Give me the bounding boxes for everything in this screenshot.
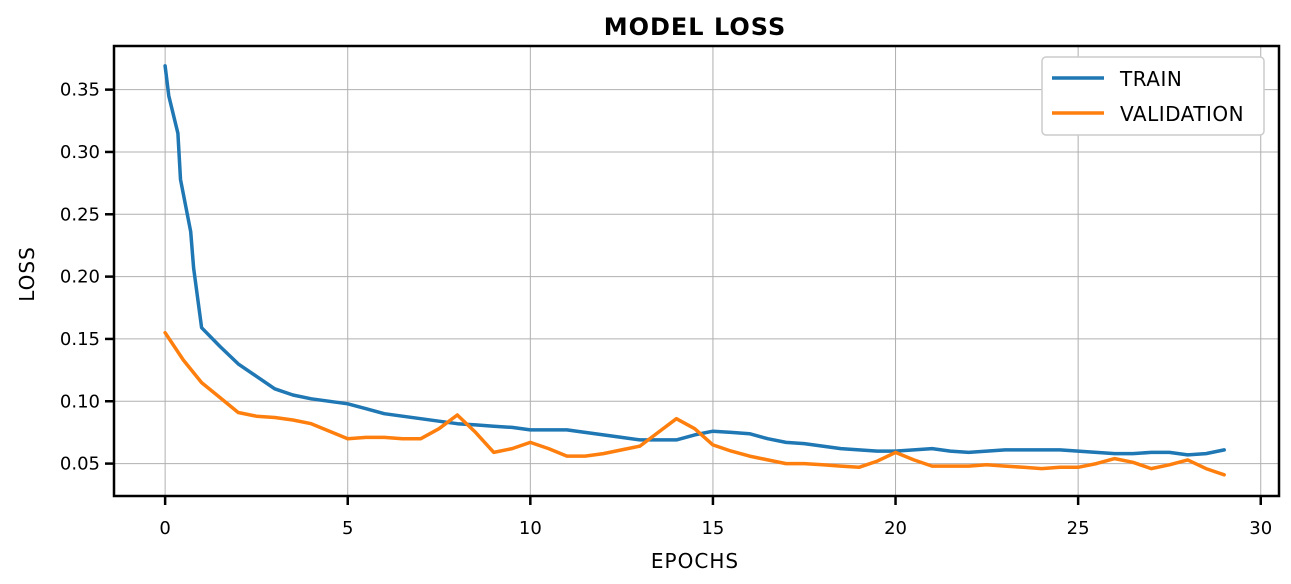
legend-label-validation: VALIDATION [1120,102,1244,126]
x-tick-label: 5 [342,518,353,539]
x-axis-label: EPOCHS [651,549,739,573]
y-tick-label: 0.05 [60,454,100,475]
y-tick-label: 0.25 [60,204,100,225]
series-line-validation [163,330,1226,477]
y-axis-label: LOSS [15,246,39,302]
y-tick-label: 0.30 [60,142,100,163]
x-tick-label: 25 [1067,518,1090,539]
y-tick-label: 0.20 [60,267,100,288]
y-tick-label: 0.10 [60,391,100,412]
x-tick-label: 20 [884,518,907,539]
legend-label-train: TRAIN [1119,67,1182,91]
x-tick-label: 0 [159,518,170,539]
series-lines [163,64,1226,477]
x-tick-label: 10 [519,518,542,539]
plot-border [112,44,1281,498]
series-line-train [163,64,1226,457]
chart-title: MODEL LOSS [604,13,787,41]
x-tick-label: 30 [1249,518,1272,539]
y-tick-label: 0.15 [60,329,100,350]
axis-ticks: 0 5 10 15 20 25 30 0.05 0.10 0.15 0.20 0.25 0.30 0.35 [60,80,1272,539]
y-tick-label: 0.35 [60,80,100,101]
axes-frame [112,44,1281,498]
legend: TRAIN VALIDATION [1041,56,1265,136]
x-tick-label: 15 [701,518,724,539]
